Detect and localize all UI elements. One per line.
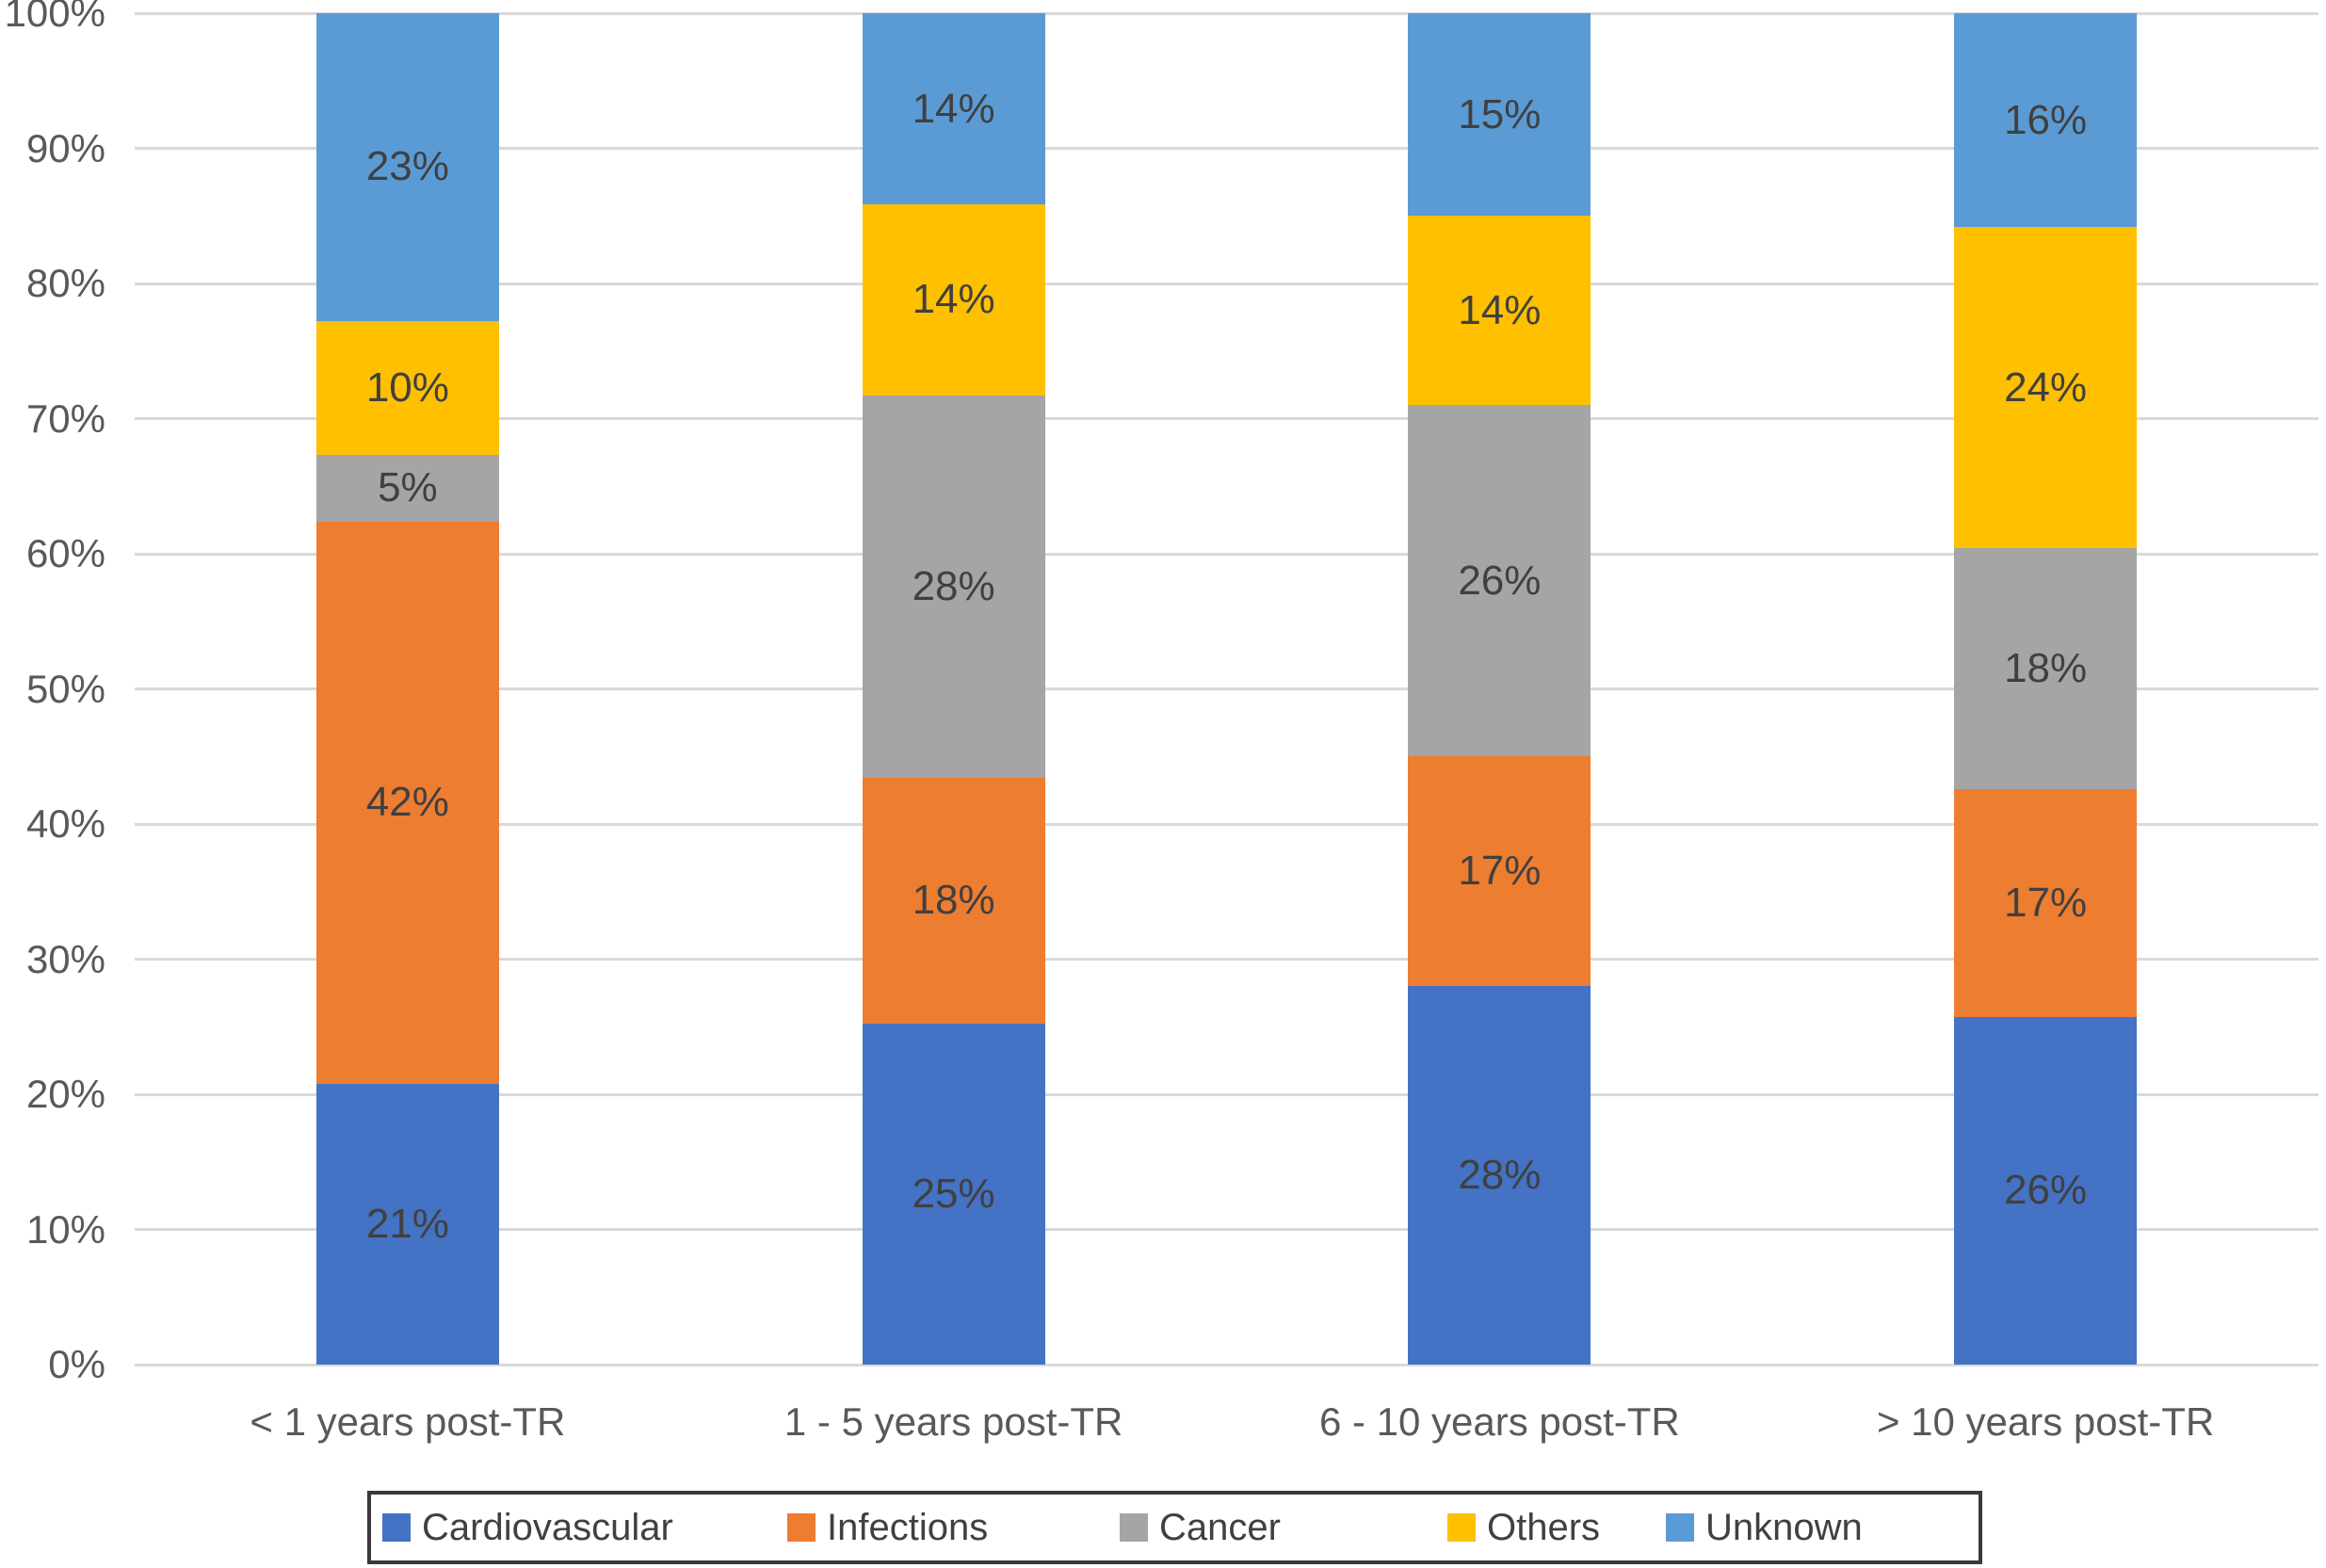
data-label: 24% bbox=[2004, 364, 2088, 411]
bar-segment-unknown: 23% bbox=[315, 13, 499, 321]
legend-swatch-icon bbox=[1447, 1513, 1476, 1542]
bar-segment-infections: 42% bbox=[315, 521, 499, 1084]
x-axis-label: 6 - 10 years post-TR bbox=[1318, 1399, 1680, 1444]
data-label: 26% bbox=[2004, 1167, 2088, 1214]
data-label: 28% bbox=[1458, 1152, 1542, 1199]
data-label: 14% bbox=[1458, 286, 1542, 333]
data-label: 16% bbox=[2004, 96, 2088, 143]
bar-segment-unknown: 16% bbox=[1954, 13, 2138, 228]
y-tick-label: 20% bbox=[25, 1072, 105, 1116]
legend-label: Cardiovascular bbox=[422, 1507, 673, 1548]
bar-segment-unknown: 14% bbox=[862, 13, 1045, 204]
x-axis-label: > 10 years post-TR bbox=[1876, 1399, 2215, 1444]
y-tick-label: 70% bbox=[25, 396, 105, 441]
legend-swatch-icon bbox=[1120, 1513, 1148, 1542]
data-label: 18% bbox=[912, 877, 995, 924]
gridline bbox=[135, 687, 2318, 690]
legend: Cardiovascular Infections Cancer Others Unkn… bbox=[367, 1491, 1982, 1564]
legend-label: Infections bbox=[827, 1507, 989, 1548]
data-label: 10% bbox=[365, 364, 449, 411]
data-label: 42% bbox=[365, 779, 449, 826]
legend-item-unknown: Unknown bbox=[1666, 1509, 1863, 1546]
data-label: 14% bbox=[912, 276, 995, 323]
data-label: 15% bbox=[1458, 90, 1542, 137]
bar-segment-infections: 17% bbox=[1954, 789, 2138, 1017]
bar-segment-others: 14% bbox=[862, 203, 1045, 396]
data-label: 5% bbox=[378, 464, 438, 511]
y-tick-label: 0% bbox=[48, 1342, 105, 1386]
bar-segment-cancer: 26% bbox=[1408, 405, 1591, 757]
gridline bbox=[135, 11, 2318, 15]
y-tick-label: 40% bbox=[25, 801, 105, 846]
gridline bbox=[135, 282, 2318, 285]
legend-label: Cancer bbox=[1159, 1507, 1281, 1548]
legend-item-cancer: Cancer bbox=[1120, 1509, 1281, 1546]
x-axis-label: < 1 years post-TR bbox=[250, 1399, 566, 1444]
bar-segment-cancer: 5% bbox=[315, 454, 499, 522]
data-label: 25% bbox=[912, 1170, 995, 1217]
bar-segment-infections: 17% bbox=[1408, 756, 1591, 987]
bar-segment-cardiovascular: 21% bbox=[315, 1083, 499, 1365]
y-tick-label: 30% bbox=[25, 936, 105, 981]
data-label: 21% bbox=[365, 1200, 449, 1247]
legend-item-infections: Infections bbox=[787, 1509, 988, 1546]
y-tick-label: 60% bbox=[25, 531, 105, 575]
legend-label: Unknown bbox=[1705, 1507, 1863, 1548]
data-label: 14% bbox=[912, 85, 995, 132]
data-label: 18% bbox=[2004, 645, 2088, 692]
gridline bbox=[135, 147, 2318, 150]
bar-segment-cancer: 18% bbox=[1954, 548, 2138, 790]
bar-segment-cardiovascular: 25% bbox=[862, 1023, 1045, 1365]
data-label: 17% bbox=[1458, 848, 1542, 895]
bar-segment-others: 24% bbox=[1954, 227, 2138, 549]
legend-swatch-icon bbox=[382, 1513, 411, 1542]
bar-4: 26% 17% 18% 24% 16% bbox=[1954, 13, 2138, 1365]
gridline bbox=[135, 1363, 2318, 1366]
data-label: 28% bbox=[912, 562, 995, 609]
bar-segment-unknown: 15% bbox=[1408, 13, 1591, 217]
legend-swatch-icon bbox=[787, 1513, 816, 1542]
bar-segment-others: 14% bbox=[1408, 216, 1591, 406]
gridline bbox=[135, 552, 2318, 556]
data-label: 23% bbox=[365, 143, 449, 190]
x-axis-label: 1 - 5 years post-TR bbox=[783, 1399, 1123, 1444]
gridline bbox=[135, 1092, 2318, 1096]
legend-swatch-icon bbox=[1666, 1513, 1694, 1542]
bar-segment-others: 10% bbox=[315, 320, 499, 455]
y-tick-label: 80% bbox=[25, 261, 105, 305]
y-tick-label: 100% bbox=[4, 0, 105, 35]
legend-item-cardiovascular: Cardiovascular bbox=[382, 1509, 673, 1546]
y-tick-label: 50% bbox=[25, 666, 105, 711]
bar-3: 28% 17% 26% 14% 15% bbox=[1408, 13, 1591, 1365]
gridline bbox=[135, 958, 2318, 961]
data-label: 17% bbox=[2004, 879, 2088, 926]
bar-2: 25% 18% 28% 14% 14% bbox=[862, 13, 1045, 1365]
y-tick-label: 10% bbox=[25, 1206, 105, 1252]
gridline bbox=[135, 417, 2318, 420]
data-label: 26% bbox=[1458, 557, 1542, 604]
bar-segment-cancer: 28% bbox=[862, 395, 1045, 778]
bar-1: 21% 42% 5% 10% 23% bbox=[315, 13, 499, 1365]
bar-segment-cardiovascular: 26% bbox=[1954, 1016, 2138, 1365]
plot-area bbox=[135, 11, 2318, 1366]
bar-segment-infections: 18% bbox=[862, 777, 1045, 1024]
legend-item-others: Others bbox=[1447, 1509, 1600, 1546]
gridline bbox=[135, 822, 2318, 826]
gridline bbox=[135, 1228, 2318, 1231]
legend-label: Others bbox=[1487, 1507, 1601, 1548]
bar-segment-cardiovascular: 28% bbox=[1408, 986, 1591, 1365]
y-tick-label: 90% bbox=[25, 125, 105, 170]
